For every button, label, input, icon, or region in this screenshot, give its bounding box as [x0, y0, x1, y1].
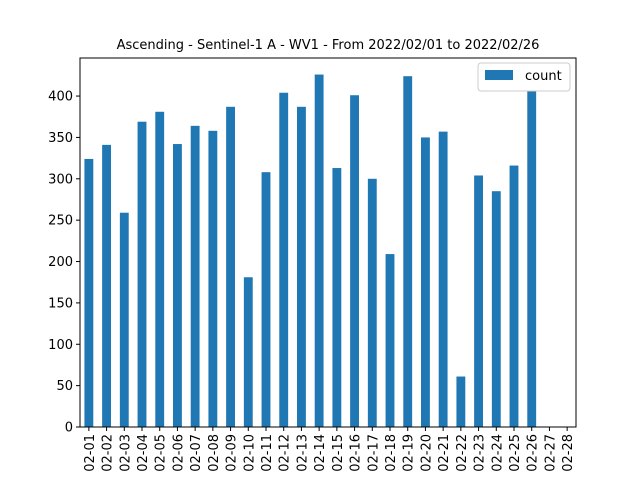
- x-tick-label: 02-28: [561, 434, 576, 472]
- x-tick-label: 02-20: [419, 434, 434, 472]
- bar-02-10: [243, 277, 253, 427]
- y-axis: 0 50 100 150 200 250 300 350 400: [48, 90, 80, 436]
- x-tick-label: 02-16: [349, 434, 364, 472]
- plot-frame: [79, 57, 577, 428]
- x-tick-label: 02-13: [295, 434, 310, 472]
- x-tick-label: 02-05: [154, 434, 169, 472]
- x-tick-label: 02-11: [260, 434, 275, 472]
- x-tick-label: 02-22: [455, 434, 470, 472]
- x-tick-label: 02-27: [543, 434, 558, 472]
- y-tick-label: 0: [65, 421, 73, 436]
- bar-02-25: [509, 165, 519, 427]
- bar-02-07: [190, 125, 200, 427]
- legend-swatch: [485, 70, 513, 80]
- bar-02-22: [456, 376, 466, 427]
- bar-02-16: [350, 95, 359, 427]
- bar-02-15: [332, 168, 342, 428]
- y-tick-label: 300: [48, 172, 73, 187]
- x-tick-label: 02-19: [402, 434, 417, 472]
- y-tick-label: 400: [48, 90, 73, 105]
- bar-02-11: [261, 172, 271, 427]
- bar-02-06: [173, 144, 182, 428]
- x-tick-label: 02-03: [118, 434, 133, 472]
- x-tick-label: 02-24: [490, 434, 505, 472]
- bar-02-09: [226, 106, 235, 427]
- bar-02-04: [137, 121, 147, 428]
- x-tick-label: 02-26: [526, 434, 541, 472]
- bar-02-02: [102, 144, 111, 427]
- x-tick-label: 02-01: [83, 434, 98, 472]
- x-tick-label: 02-14: [313, 434, 328, 472]
- chart-title: Ascending - Sentinel-1 A - WV1 - From 20…: [117, 38, 540, 53]
- x-tick-label: 02-02: [101, 434, 116, 472]
- bar-02-20: [421, 137, 430, 427]
- legend-label: count: [525, 69, 562, 84]
- bar-02-24: [491, 191, 501, 427]
- y-tick-label: 50: [56, 379, 73, 394]
- x-tick-label: 02-09: [225, 434, 240, 472]
- bar-02-05: [155, 111, 165, 427]
- bar-02-03: [119, 212, 129, 427]
- x-tick-label: 02-21: [437, 434, 452, 472]
- x-tick-label: 02-18: [384, 434, 399, 472]
- y-tick-label: 100: [48, 338, 73, 353]
- y-tick-label: 150: [48, 296, 73, 311]
- bar-02-19: [403, 76, 413, 427]
- bar-02-13: [297, 106, 306, 427]
- x-tick-label: 02-04: [136, 434, 151, 472]
- x-tick-label: 02-07: [189, 434, 204, 472]
- x-tick-label: 02-08: [207, 434, 222, 472]
- bar-02-14: [314, 74, 324, 428]
- bar-02-01: [84, 158, 94, 427]
- y-tick-label: 200: [48, 255, 73, 270]
- y-tick-label: 250: [48, 214, 73, 229]
- bar-02-17: [367, 178, 377, 427]
- x-tick-label: 02-06: [171, 434, 186, 472]
- x-tick-label: 02-10: [242, 434, 257, 472]
- x-tick-label: 02-17: [366, 434, 381, 472]
- bar-02-23: [474, 175, 483, 427]
- y-tick-label: 350: [48, 131, 73, 146]
- bar-02-08: [208, 130, 218, 427]
- bar-02-18: [385, 254, 395, 427]
- bar-02-12: [279, 92, 289, 427]
- bar-02-21: [438, 131, 448, 427]
- x-tick-label: 02-23: [473, 434, 488, 472]
- x-tick-label: 02-15: [331, 434, 346, 472]
- x-tick-label: 02-25: [508, 434, 523, 472]
- x-axis: 02-01 02-02 02-03 02-04 02-05 02-06 02-07 02-08…: [83, 427, 576, 472]
- legend: count: [477, 62, 571, 92]
- bars-group: [84, 74, 537, 428]
- bar-02-26: [527, 87, 537, 427]
- x-tick-label: 02-12: [278, 434, 293, 472]
